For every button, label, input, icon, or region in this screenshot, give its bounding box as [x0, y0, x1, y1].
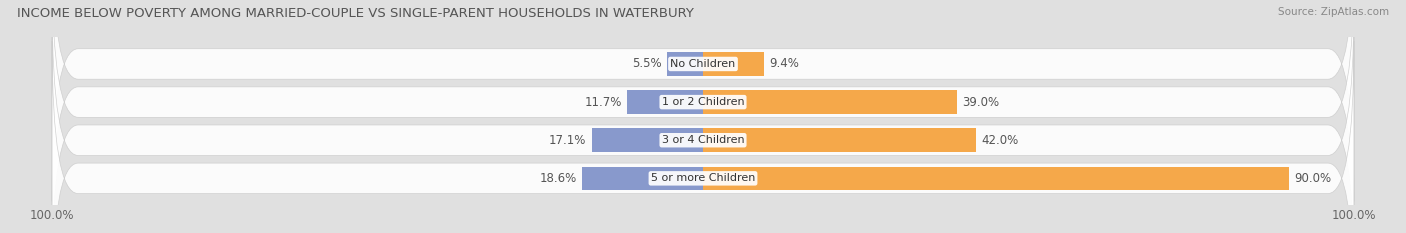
- FancyBboxPatch shape: [52, 0, 1354, 201]
- Text: 42.0%: 42.0%: [981, 134, 1019, 147]
- Bar: [703, 52, 765, 76]
- Text: 17.1%: 17.1%: [550, 134, 586, 147]
- Text: 9.4%: 9.4%: [769, 58, 799, 70]
- Bar: [627, 90, 703, 114]
- FancyBboxPatch shape: [52, 3, 1354, 233]
- Text: 5.5%: 5.5%: [633, 58, 662, 70]
- Bar: [668, 52, 703, 76]
- Text: INCOME BELOW POVERTY AMONG MARRIED-COUPLE VS SINGLE-PARENT HOUSEHOLDS IN WATERBU: INCOME BELOW POVERTY AMONG MARRIED-COUPL…: [17, 7, 693, 20]
- Bar: [582, 167, 703, 190]
- Bar: [703, 167, 1289, 190]
- Text: 11.7%: 11.7%: [585, 96, 621, 109]
- Text: 39.0%: 39.0%: [962, 96, 1000, 109]
- Text: No Children: No Children: [671, 59, 735, 69]
- FancyBboxPatch shape: [52, 0, 1354, 233]
- Text: 18.6%: 18.6%: [540, 172, 576, 185]
- Bar: [703, 90, 957, 114]
- FancyBboxPatch shape: [52, 41, 1354, 233]
- Bar: [703, 128, 976, 152]
- Text: 3 or 4 Children: 3 or 4 Children: [662, 135, 744, 145]
- Text: Source: ZipAtlas.com: Source: ZipAtlas.com: [1278, 7, 1389, 17]
- Bar: [592, 128, 703, 152]
- Text: 1 or 2 Children: 1 or 2 Children: [662, 97, 744, 107]
- Text: 5 or more Children: 5 or more Children: [651, 173, 755, 183]
- Text: 90.0%: 90.0%: [1294, 172, 1331, 185]
